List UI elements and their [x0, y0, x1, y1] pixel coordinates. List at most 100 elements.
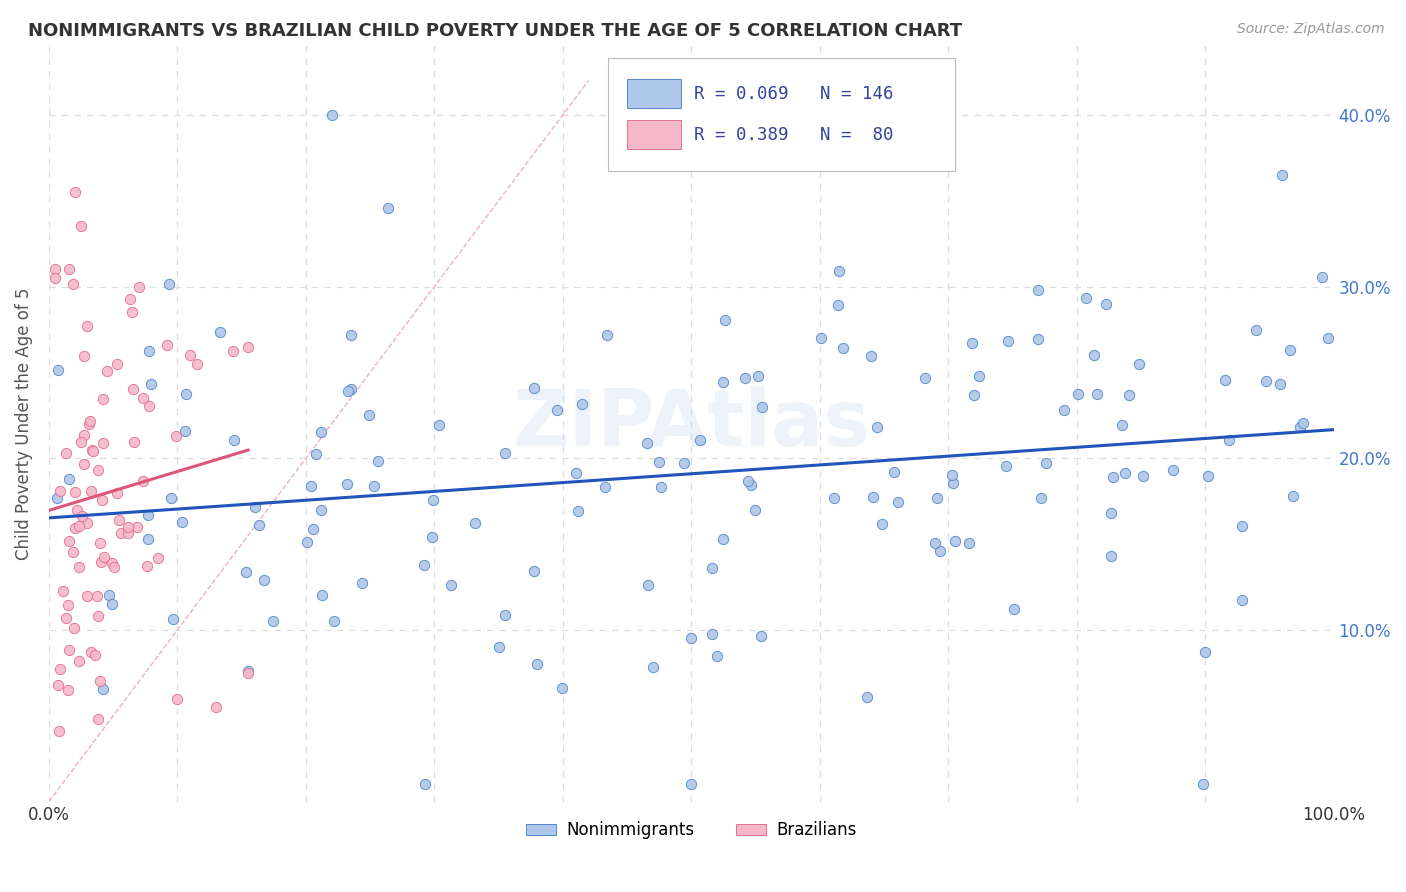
Point — [55, 611, 77, 625]
Point — [321, 108, 343, 122]
Point — [91, 436, 114, 450]
Point — [87, 712, 110, 726]
Point — [1111, 417, 1133, 432]
Point — [49, 663, 72, 677]
Point — [1279, 343, 1302, 357]
Point — [208, 325, 231, 339]
Point — [101, 598, 124, 612]
Point — [62, 277, 84, 292]
Point — [571, 397, 593, 411]
Point — [336, 477, 359, 491]
Point — [90, 555, 112, 569]
Point — [862, 491, 884, 505]
Point — [79, 484, 101, 499]
Point — [117, 525, 139, 540]
Point — [309, 425, 332, 440]
Point — [963, 388, 986, 402]
Point — [1256, 374, 1278, 388]
Point — [222, 434, 245, 448]
Point — [960, 335, 983, 350]
Point — [734, 371, 756, 385]
Point — [55, 446, 77, 460]
Point — [157, 277, 180, 291]
Point — [413, 558, 436, 572]
Point — [66, 503, 89, 517]
Point — [831, 341, 853, 355]
Point — [44, 271, 66, 285]
Text: Source: ZipAtlas.com: Source: ZipAtlas.com — [1237, 22, 1385, 37]
Point — [941, 475, 963, 490]
Point — [79, 414, 101, 428]
Point — [77, 417, 100, 431]
Point — [925, 491, 948, 506]
Point — [86, 463, 108, 477]
Point — [146, 551, 169, 566]
Point — [702, 626, 724, 640]
Point — [860, 349, 883, 363]
Point — [929, 543, 952, 558]
Point — [108, 512, 131, 526]
Point — [70, 509, 93, 524]
Point — [648, 455, 671, 469]
Point — [747, 369, 769, 384]
Point — [1289, 420, 1312, 434]
Point — [494, 607, 516, 622]
Point — [439, 578, 461, 592]
Point — [856, 690, 879, 705]
FancyBboxPatch shape — [627, 120, 681, 149]
Point — [637, 578, 659, 592]
Point — [422, 530, 444, 544]
Point — [1074, 291, 1097, 305]
Point — [86, 589, 108, 603]
Point — [58, 261, 80, 276]
Point — [160, 491, 183, 505]
Point — [253, 574, 276, 588]
Point — [711, 532, 734, 546]
Point — [93, 549, 115, 564]
Point — [997, 334, 1019, 348]
Point — [924, 535, 946, 549]
Point — [567, 504, 589, 518]
Point — [295, 535, 318, 549]
Point — [173, 424, 195, 438]
Point — [526, 657, 548, 672]
Point — [1194, 644, 1216, 658]
Point — [110, 526, 132, 541]
Point — [46, 678, 69, 692]
Point — [681, 777, 703, 791]
Point — [706, 648, 728, 663]
Point — [299, 478, 322, 492]
Point — [63, 521, 86, 535]
Point — [551, 681, 574, 695]
Point — [121, 305, 143, 319]
Point — [1271, 168, 1294, 182]
Point — [1083, 348, 1105, 362]
Point — [1218, 433, 1240, 447]
Point — [596, 327, 619, 342]
Point — [73, 350, 96, 364]
Point — [67, 560, 90, 574]
Point — [751, 400, 773, 414]
Point — [97, 589, 120, 603]
Text: NONIMMIGRANTS VS BRAZILIAN CHILD POVERTY UNDER THE AGE OF 5 CORRELATION CHART: NONIMMIGRANTS VS BRAZILIAN CHILD POVERTY… — [28, 22, 962, 40]
Point — [744, 503, 766, 517]
Point — [155, 338, 177, 352]
Point — [593, 480, 616, 494]
Point — [58, 683, 80, 698]
Point — [650, 480, 672, 494]
Point — [1292, 416, 1315, 430]
Point — [1066, 386, 1088, 401]
Point — [1087, 387, 1109, 401]
Point — [136, 508, 159, 522]
Point — [91, 493, 114, 508]
Point — [523, 381, 546, 395]
Point — [415, 777, 437, 791]
Point — [170, 515, 193, 529]
Text: R = 0.389   N =  80: R = 0.389 N = 80 — [695, 126, 893, 144]
Point — [1094, 297, 1116, 311]
Point — [132, 392, 155, 406]
Point — [80, 442, 103, 457]
Point — [641, 659, 664, 673]
Point — [1128, 357, 1150, 371]
Point — [79, 645, 101, 659]
